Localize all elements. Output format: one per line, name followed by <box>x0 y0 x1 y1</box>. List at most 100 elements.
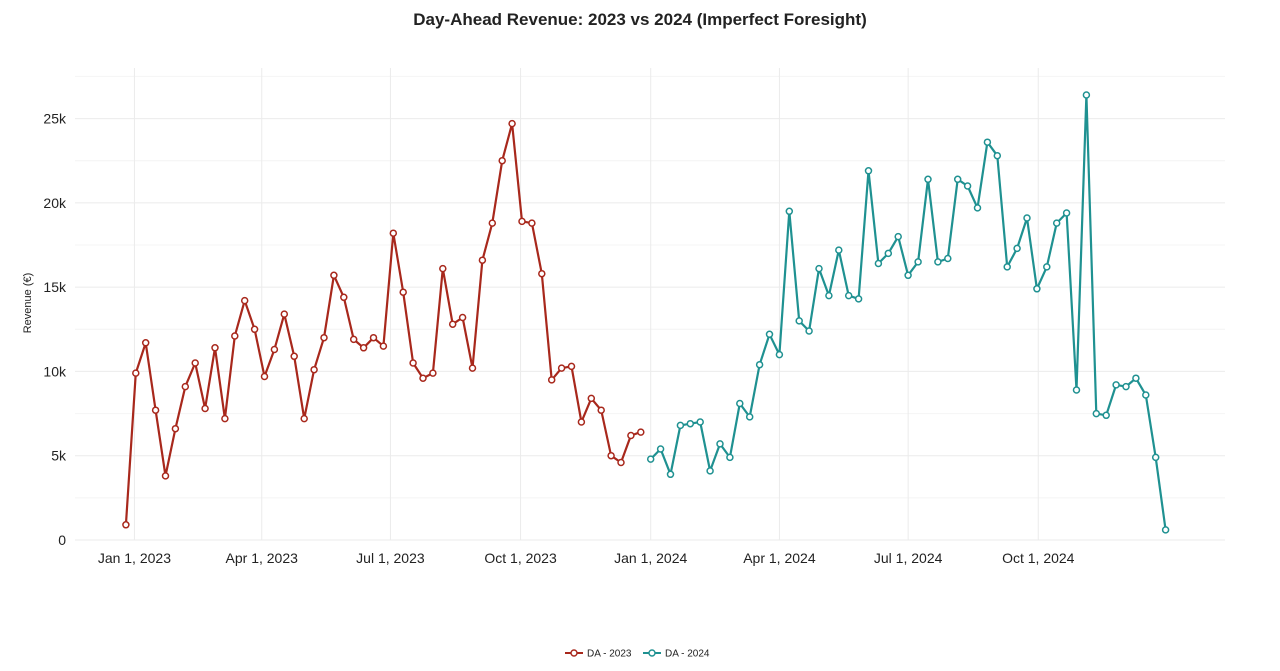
data-point[interactable] <box>1013 244 1021 253</box>
data-point[interactable] <box>854 295 863 303</box>
data-point[interactable] <box>904 271 912 280</box>
data-point[interactable] <box>349 335 358 344</box>
data-point[interactable] <box>320 333 328 342</box>
data-point[interactable] <box>1072 386 1081 394</box>
data-point[interactable] <box>894 232 902 241</box>
data-point[interactable] <box>419 374 427 382</box>
data-point[interactable] <box>538 269 546 278</box>
data-point[interactable] <box>290 352 298 361</box>
data-point[interactable] <box>755 360 764 369</box>
data-point[interactable] <box>1092 409 1101 418</box>
data-point[interactable] <box>963 182 972 190</box>
data-point[interactable] <box>1151 453 1160 462</box>
data-point[interactable] <box>765 330 774 339</box>
data-point[interactable] <box>587 394 596 403</box>
data-point[interactable] <box>1043 263 1051 271</box>
data-point[interactable] <box>280 310 289 318</box>
data-point[interactable] <box>815 264 823 273</box>
data-point[interactable] <box>864 167 873 175</box>
data-point[interactable] <box>547 376 556 384</box>
data-point[interactable] <box>1023 214 1031 222</box>
data-point[interactable] <box>637 428 645 436</box>
data-point[interactable] <box>983 138 992 146</box>
data-point[interactable] <box>726 453 734 462</box>
data-point[interactable] <box>656 445 665 453</box>
data-point[interactable] <box>1161 526 1170 534</box>
data-point[interactable] <box>260 372 269 381</box>
data-point[interactable] <box>775 350 784 359</box>
data-point[interactable] <box>211 344 219 352</box>
data-point[interactable] <box>597 406 605 414</box>
data-point[interactable] <box>934 258 942 266</box>
data-point[interactable] <box>1033 285 1041 293</box>
data-point[interactable] <box>795 317 803 325</box>
data-point[interactable] <box>161 472 170 480</box>
data-point[interactable] <box>369 333 378 342</box>
data-point[interactable] <box>914 258 922 266</box>
data-point[interactable] <box>310 365 318 374</box>
data-point[interactable] <box>141 339 150 347</box>
data-point[interactable] <box>924 175 932 184</box>
data-point[interactable] <box>1062 209 1071 217</box>
data-point[interactable] <box>528 219 536 227</box>
data-point[interactable] <box>607 451 615 460</box>
data-point[interactable] <box>498 156 506 165</box>
data-point[interactable] <box>835 246 843 254</box>
data-point[interactable] <box>825 291 833 300</box>
data-point[interactable] <box>151 406 160 414</box>
data-point[interactable] <box>1132 374 1140 382</box>
data-point[interactable] <box>973 204 982 212</box>
data-point[interactable] <box>122 521 130 529</box>
data-point[interactable] <box>340 293 348 302</box>
data-point[interactable] <box>448 320 457 328</box>
data-point[interactable] <box>250 325 259 334</box>
data-point[interactable] <box>805 327 813 335</box>
data-point[interactable] <box>270 345 279 354</box>
data-point[interactable] <box>1082 91 1091 99</box>
data-point[interactable] <box>686 419 695 428</box>
data-point[interactable] <box>439 264 447 273</box>
data-point[interactable] <box>577 418 586 426</box>
data-point[interactable] <box>300 414 308 423</box>
data-point[interactable] <box>993 151 1002 160</box>
data-point[interactable] <box>745 413 754 421</box>
data-point[interactable] <box>171 424 180 433</box>
data-point[interactable] <box>1102 411 1110 420</box>
data-point[interactable] <box>874 259 883 268</box>
data-point[interactable] <box>944 254 952 263</box>
data-point[interactable] <box>429 369 437 377</box>
data-point[interactable] <box>221 414 229 423</box>
data-point[interactable] <box>468 364 477 372</box>
data-point[interactable] <box>884 249 893 258</box>
data-point[interactable] <box>1112 381 1120 389</box>
data-point[interactable] <box>567 362 576 371</box>
data-point[interactable] <box>1052 219 1061 227</box>
data-point[interactable] <box>240 296 249 305</box>
data-point[interactable] <box>458 313 467 322</box>
data-point[interactable] <box>508 119 516 128</box>
data-point[interactable] <box>557 364 566 372</box>
data-point[interactable] <box>181 382 190 391</box>
legend-item[interactable]: DA - 2023 <box>565 649 632 660</box>
data-point[interactable] <box>132 369 140 377</box>
data-point[interactable] <box>1142 391 1150 399</box>
data-point[interactable] <box>201 404 209 413</box>
data-point[interactable] <box>706 467 714 475</box>
data-point[interactable] <box>231 332 239 340</box>
data-point[interactable] <box>646 455 655 463</box>
data-point[interactable] <box>716 440 724 448</box>
data-point[interactable] <box>399 288 407 296</box>
data-point[interactable] <box>953 175 962 184</box>
data-point[interactable] <box>1003 263 1011 271</box>
data-point[interactable] <box>518 217 526 226</box>
legend-item[interactable]: DA - 2024 <box>643 649 710 660</box>
data-point[interactable] <box>1122 382 1130 391</box>
data-point[interactable] <box>696 418 704 426</box>
data-point[interactable] <box>736 399 744 408</box>
data-point[interactable] <box>785 207 794 216</box>
data-point[interactable] <box>409 359 417 367</box>
data-point[interactable] <box>359 344 368 352</box>
data-point[interactable] <box>488 219 497 227</box>
data-point[interactable] <box>191 359 199 367</box>
data-point[interactable] <box>844 291 853 300</box>
